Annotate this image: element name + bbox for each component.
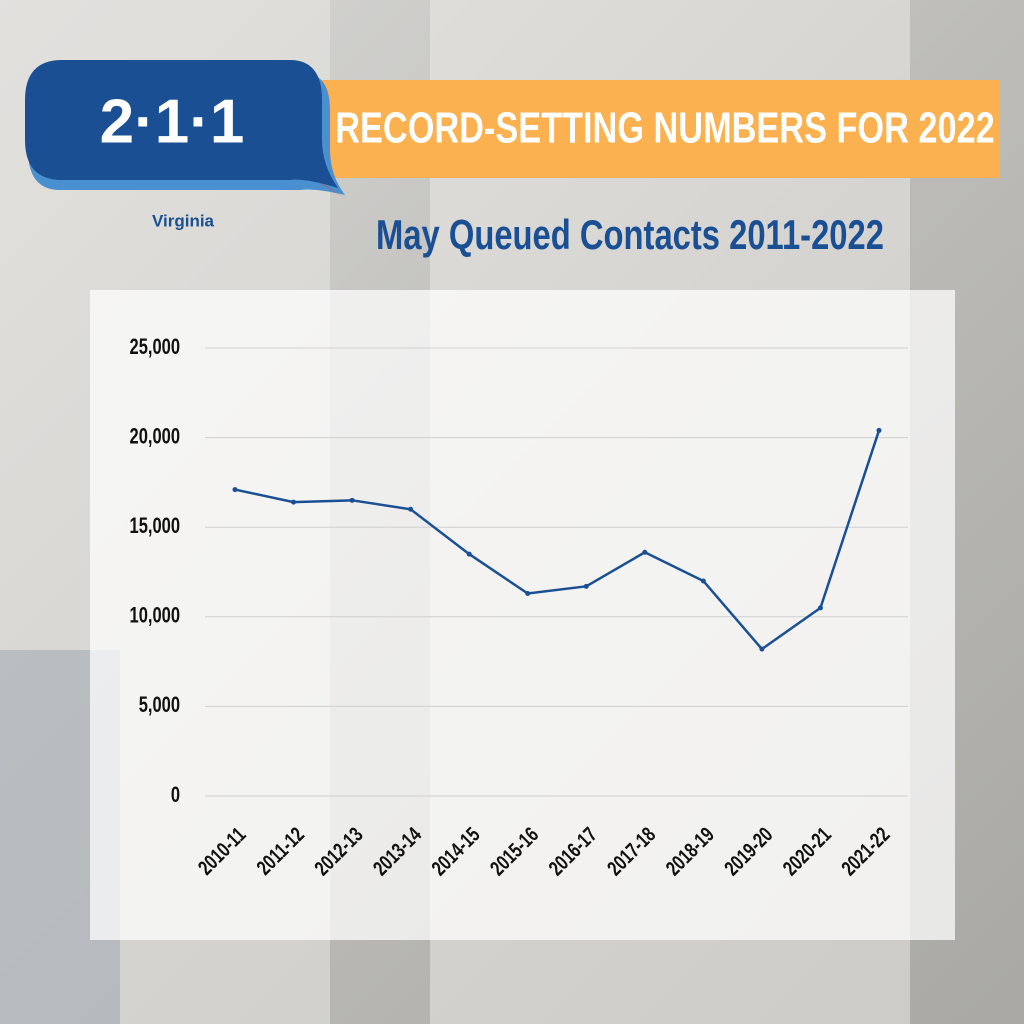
point xyxy=(642,549,648,555)
y-tick-label: 25,000 xyxy=(130,335,181,360)
point xyxy=(759,646,765,652)
point xyxy=(817,605,823,611)
point xyxy=(408,506,414,512)
logo-text: 2·1·1 xyxy=(100,87,245,156)
chart-title: May Queued Contacts 2011-2022 xyxy=(376,211,884,258)
banner-text: RECORD-SETTING NUMBERS FOR 2022 xyxy=(335,104,994,153)
logo-bubble xyxy=(25,60,338,188)
y-tick-label: 0 xyxy=(171,783,180,808)
point xyxy=(466,551,472,557)
y-tick-label: 15,000 xyxy=(130,514,181,539)
point xyxy=(525,591,531,597)
line xyxy=(234,430,881,651)
y-tick-label: 10,000 xyxy=(130,603,181,628)
point xyxy=(876,427,882,433)
y-tick-label: 20,000 xyxy=(130,424,181,449)
point xyxy=(700,578,706,584)
banner xyxy=(320,80,1000,178)
region: Virginia xyxy=(152,211,215,230)
point xyxy=(232,487,238,493)
point xyxy=(583,583,589,589)
y-tick-label: 5,000 xyxy=(139,693,180,718)
point xyxy=(291,499,297,505)
point xyxy=(349,497,355,503)
